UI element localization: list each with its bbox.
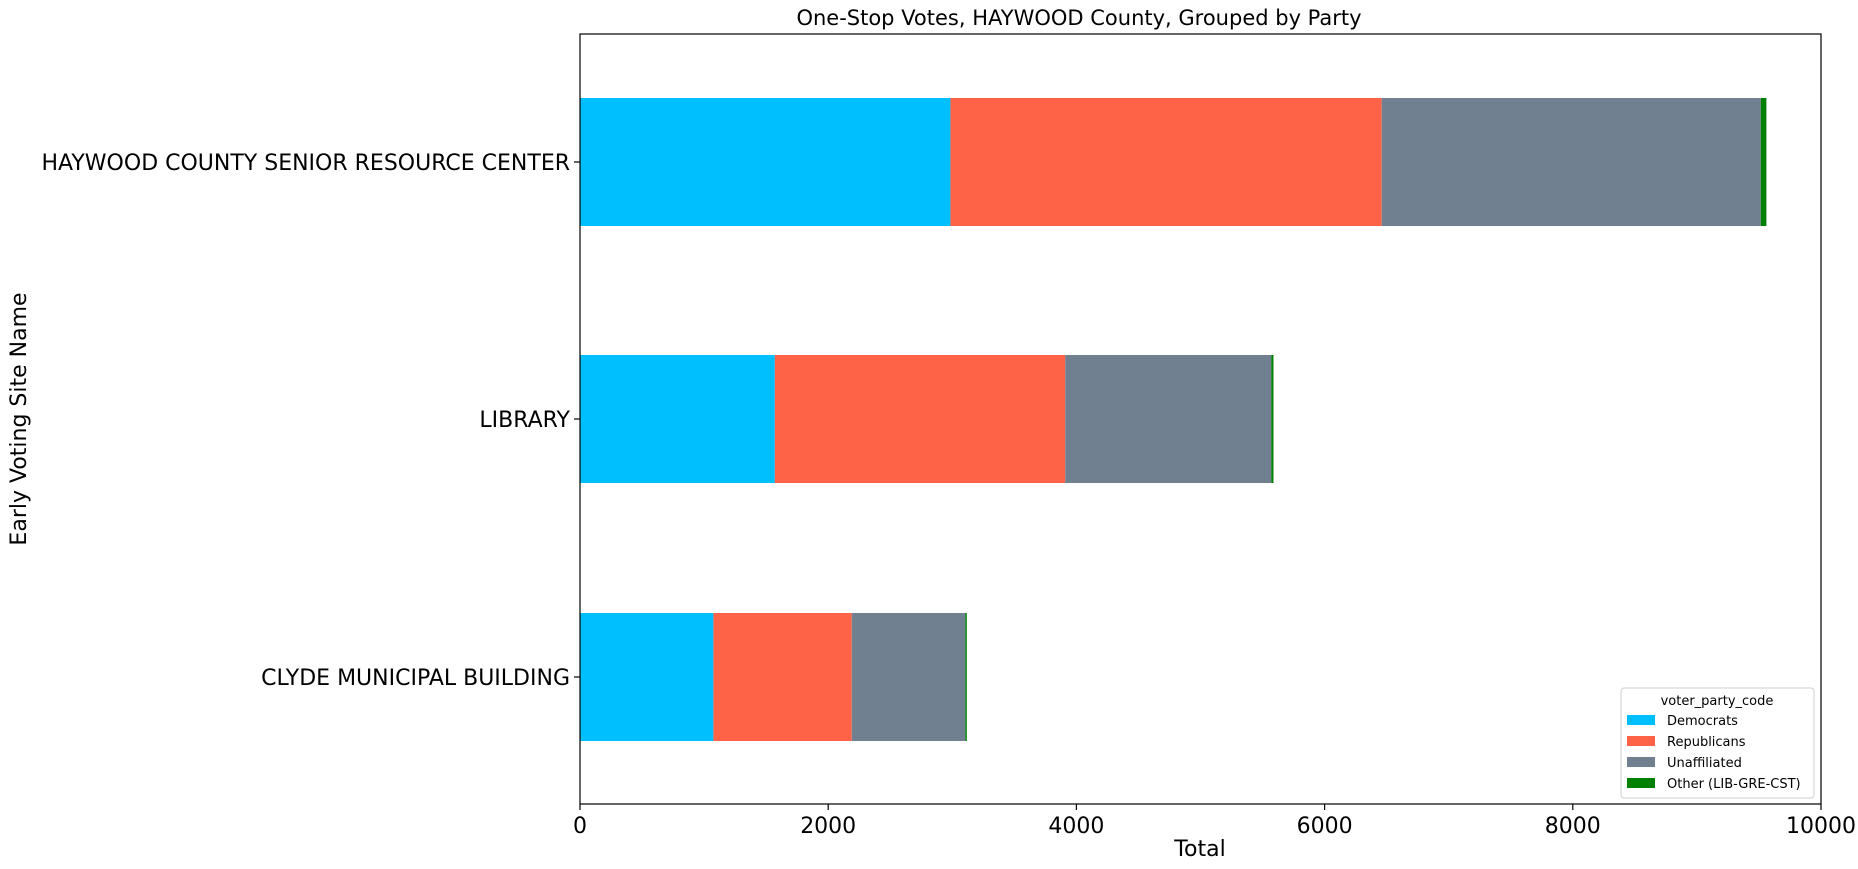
y-tick-label: CLYDE MUNICIPAL BUILDING — [261, 666, 570, 691]
legend-swatch — [1627, 757, 1655, 767]
y-tick-label: HAYWOOD COUNTY SENIOR RESOURCE CENTER — [41, 151, 570, 176]
bars-group — [580, 98, 1767, 741]
legend-swatch — [1627, 778, 1655, 788]
legend-entry: Other (LIB-GRE-CST) — [1667, 777, 1801, 792]
x-tick-label: 10000 — [1786, 814, 1856, 839]
legend-title: voter_party_code — [1661, 694, 1774, 709]
chart-title: One-Stop Votes, HAYWOOD County, Grouped … — [796, 6, 1361, 30]
bar-segment — [1381, 98, 1761, 226]
x-axis-label: Total — [1173, 837, 1225, 862]
bar-segment — [851, 613, 966, 741]
x-tick-label: 2000 — [800, 814, 856, 839]
x-tick-label: 6000 — [1297, 814, 1353, 839]
x-tick-label: 0 — [573, 814, 587, 839]
bar-segment — [950, 98, 1382, 226]
bar-segment — [580, 98, 951, 226]
legend-items: Democrats Republicans Unaffiliated Other (L… — [1627, 714, 1801, 792]
bar-segment — [580, 613, 714, 741]
bar-segment — [1760, 98, 1767, 226]
legend-entry: Republicans — [1667, 735, 1746, 750]
bar-segment — [1065, 355, 1272, 483]
legend-entry: Unaffiliated — [1667, 756, 1742, 771]
bar-segment — [1271, 355, 1274, 483]
x-tick-label: 8000 — [1545, 814, 1601, 839]
legend-entry: Democrats — [1667, 714, 1738, 729]
y-tick-label: LIBRARY — [479, 408, 570, 433]
x-tick-label: 4000 — [1048, 814, 1104, 839]
y-axis-label: Early Voting Site Name — [7, 292, 32, 545]
bar-segment — [774, 355, 1066, 483]
bar-segment — [580, 355, 775, 483]
legend: voter_party_code Democrats Republicans Una… — [1620, 687, 1815, 799]
x-axis-ticks: 0 2000 4000 6000 8000 10000 — [573, 804, 1856, 839]
legend-frame — [1620, 687, 1815, 799]
bar-segment — [965, 613, 967, 741]
bar-segment — [713, 613, 852, 741]
legend-swatch — [1627, 715, 1655, 725]
legend-swatch — [1627, 736, 1655, 746]
y-axis-ticks: CLYDE MUNICIPAL BUILDING LIBRARY HAYWOOD C… — [41, 151, 580, 691]
